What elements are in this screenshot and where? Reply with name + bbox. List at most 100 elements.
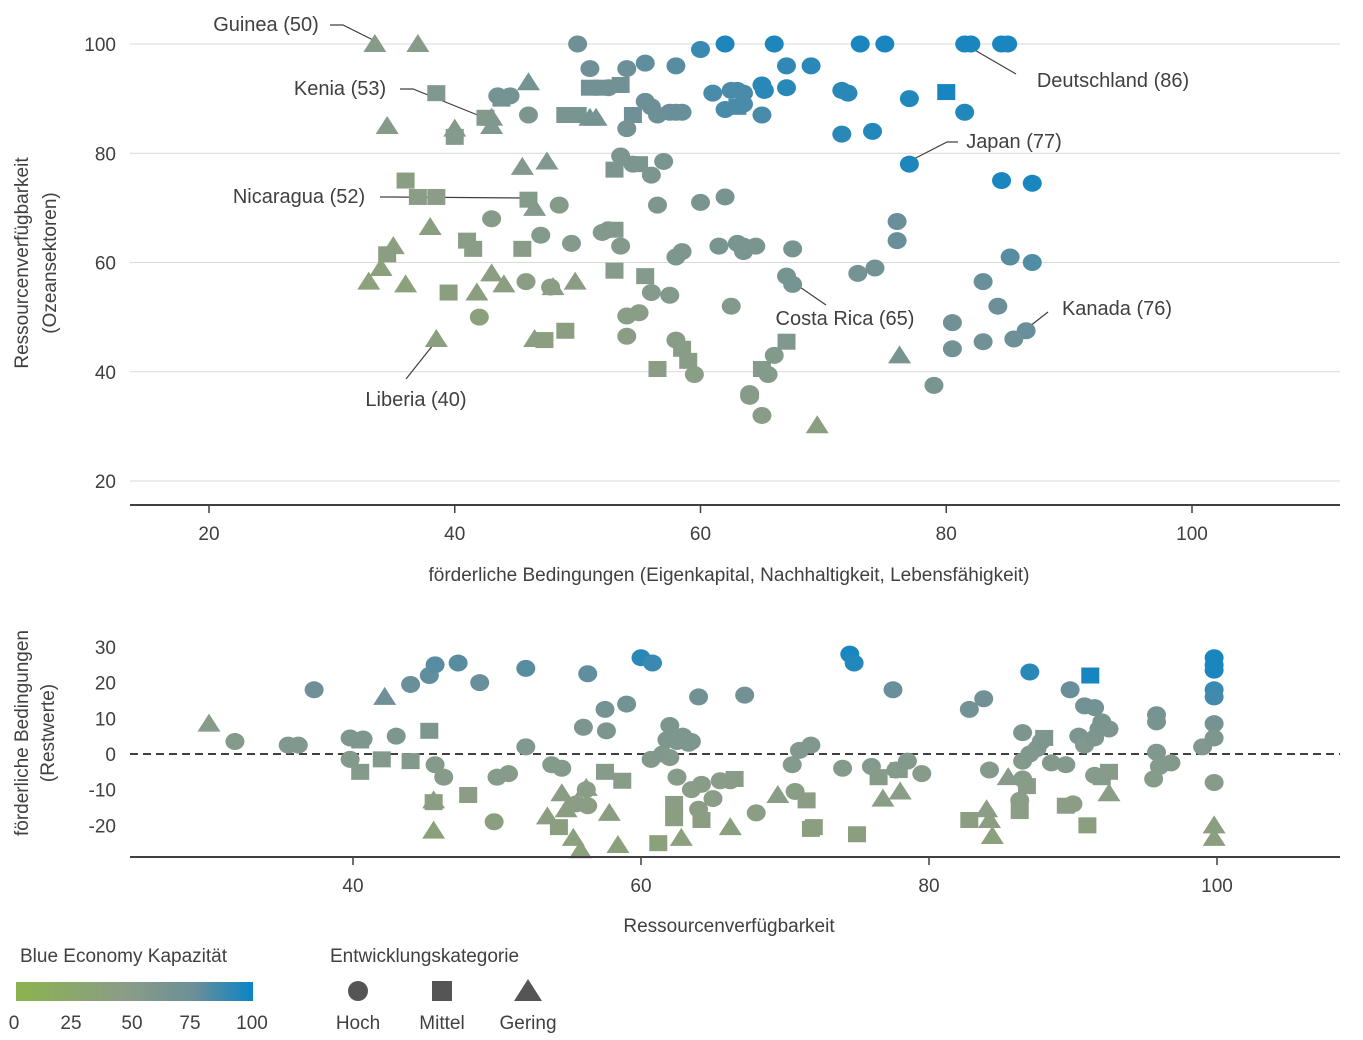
top-data-point-circle [709, 237, 729, 255]
top-data-point-square [630, 156, 649, 173]
top-data-point-circle [848, 264, 868, 282]
bottom-data-point-circle [1013, 724, 1033, 742]
top-data-point-circle [691, 40, 710, 58]
bottom-data-point-circle [643, 654, 663, 672]
top-data-point-square [427, 85, 446, 102]
top-data-point-circle [832, 125, 852, 143]
bottom-data-point-circle [782, 756, 802, 774]
top-data-point-circle [641, 166, 661, 184]
top-data-point-circle [863, 122, 883, 140]
bottom-data-point-square [1081, 667, 1100, 684]
annotation-connector [330, 24, 376, 42]
top-data-point-square [648, 361, 667, 378]
bottom-data-point-circle [689, 688, 709, 706]
bottom-data-point-circle [735, 686, 755, 704]
legend-category-shapes: Hoch Mittel Gering [336, 979, 557, 1034]
bottom-data-point-square [1017, 778, 1036, 795]
bottom-data-point-triangle [1202, 815, 1226, 834]
bottom-data-point-square [1010, 803, 1029, 820]
top-data-point-circle [887, 232, 907, 250]
top-data-point-square [623, 107, 642, 124]
legend-square-icon [432, 981, 452, 1001]
top-data-point-triangle [535, 151, 559, 170]
top-data-point-circle [734, 95, 754, 113]
top-data-point-square [445, 128, 464, 145]
top-data-point-triangle [465, 282, 489, 301]
bottom-x-tick-label: 40 [342, 876, 363, 897]
bottom-y-tick-label: -20 [89, 816, 116, 837]
top-data-point-circle [666, 248, 686, 266]
bottom-data-point-square [1078, 817, 1097, 834]
bottom-data-point-circle [1147, 743, 1167, 761]
top-data-point-square [396, 172, 415, 189]
legend-capacity-tick-label: 75 [179, 1013, 200, 1034]
top-data-point-circle [942, 314, 962, 332]
bottom-data-point-circle [340, 750, 360, 768]
top-x-axis-label: förderliche Bedingungen (Eigenkapital, N… [429, 565, 1030, 586]
top-data-point-triangle [492, 274, 516, 293]
top-y-ticks: 20 40 60 80 100 [84, 35, 116, 493]
top-data-point-circle [647, 196, 667, 214]
bottom-data-point-square [1100, 763, 1118, 780]
bottom-data-point-circle [484, 813, 504, 831]
top-data-point-circle [783, 240, 803, 258]
bottom-data-point-square [372, 751, 391, 768]
legend-capacity-tick-label: 25 [60, 1013, 81, 1034]
top-data-point-circle [518, 106, 538, 124]
bottom-data-point-triangle [574, 777, 598, 796]
top-data-point-circle [641, 98, 661, 116]
annotation-label: Kenia (53) [294, 78, 386, 100]
top-data-point-circle [580, 60, 600, 78]
top-scatter-chart: 20 40 60 80 100 20 40 60 80 100 Guinea (50) Kenia… [12, 14, 1340, 586]
top-data-point-square [513, 240, 532, 257]
bottom-data-point-circle [386, 727, 406, 745]
legend-capacity-ticks: 0 25 50 75 100 [9, 1013, 268, 1034]
bottom-data-point-circle [288, 736, 308, 754]
top-y-tick-label: 80 [95, 144, 116, 165]
bottom-data-point-circle [1063, 795, 1083, 813]
bottom-data-point-circle [667, 768, 687, 786]
bottom-data-point-circle [425, 756, 445, 774]
bottom-data-point-triangle [975, 799, 999, 818]
bottom-data-point-circle [578, 665, 598, 683]
top-data-point-triangle [563, 271, 587, 290]
bottom-x-axis-label: Ressourcenverfügbarkeit [623, 916, 835, 937]
top-data-point-circle [703, 84, 723, 102]
top-data-point-circle [482, 210, 502, 228]
bottom-data-point-circle [1161, 754, 1181, 772]
top-data-point-square [568, 107, 587, 124]
top-y-tick-label: 40 [95, 363, 116, 384]
legend-capacity-tick-label: 0 [9, 1013, 20, 1034]
top-data-point-circle [641, 284, 661, 302]
top-data-point-circle [561, 234, 581, 252]
top-data-point-circle [955, 103, 975, 121]
top-data-point-circle [666, 57, 686, 75]
bottom-data-point-circle [304, 681, 324, 699]
bottom-data-point-triangle [1097, 783, 1121, 802]
bottom-data-point-triangle [888, 781, 912, 800]
bottom-y-tick-label: -10 [89, 781, 116, 802]
bottom-data-point-circle [897, 752, 917, 770]
top-data-point-circle [801, 57, 821, 75]
top-data-point-circle [469, 308, 489, 326]
top-data-point-triangle [584, 107, 608, 126]
bottom-y-tick-label: 0 [105, 745, 116, 766]
top-data-point-circle [754, 81, 774, 99]
bottom-data-point-triangle [606, 834, 630, 853]
top-data-point-circle [961, 35, 981, 53]
top-data-point-circle [617, 60, 637, 78]
bottom-data-point-circle [1144, 770, 1164, 788]
top-data-point-circle [924, 376, 944, 394]
bottom-data-point-circle [470, 674, 490, 692]
top-data-point-square [611, 76, 630, 93]
bottom-data-point-circle [516, 738, 536, 756]
bottom-data-point-circle [746, 804, 766, 822]
top-data-point-square [605, 221, 624, 238]
bottom-data-point-circle [1204, 661, 1224, 679]
bottom-data-point-circle [1056, 756, 1076, 774]
bottom-data-point-square [420, 722, 439, 739]
bottom-data-point-triangle [669, 827, 693, 846]
bottom-data-point-square [596, 763, 614, 780]
top-data-point-square [777, 333, 796, 350]
